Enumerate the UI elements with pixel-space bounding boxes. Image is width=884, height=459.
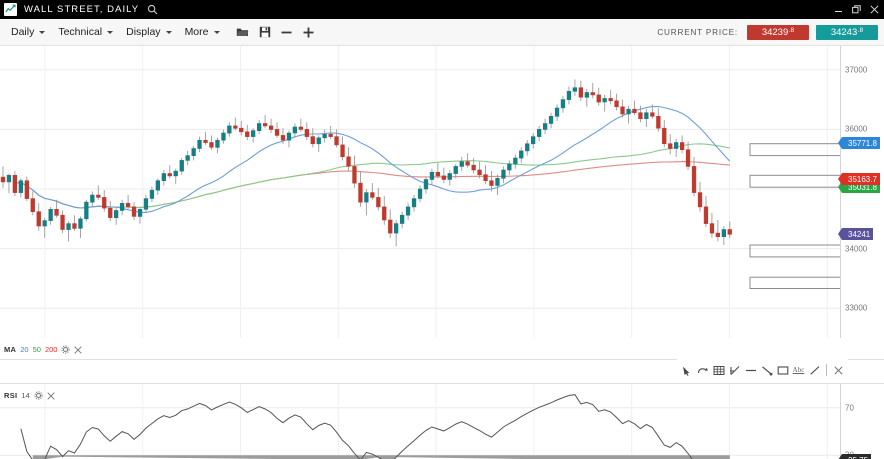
ray-tool[interactable] (807, 361, 822, 379)
rsi-plot[interactable] (0, 384, 840, 459)
rsi-tag-0[interactable]: 25.75 (837, 454, 872, 459)
close-button[interactable] (870, 5, 879, 14)
ma-period-200: 200 (44, 345, 58, 354)
rectangle-tool[interactable] (775, 361, 790, 379)
ask-price-frac: .8 (857, 27, 864, 34)
menu-daily-label: Daily (11, 26, 35, 38)
minimize-button[interactable] (834, 5, 843, 14)
ask-price-chip[interactable]: 34243.8 (816, 25, 878, 40)
zoom-in-icon[interactable] (298, 22, 320, 42)
horizontal-line-tool[interactable] (743, 361, 758, 379)
pane-divider-top (0, 359, 884, 360)
rsi-tick-70: 70 (845, 403, 854, 413)
price-tick-33000: 33000 (845, 303, 868, 313)
current-price-area: CURRENT PRICE: 34239.8 34243.8 (657, 19, 878, 46)
gear-icon[interactable] (61, 345, 71, 354)
angle-tool[interactable] (727, 361, 742, 379)
menu-display-label: Display (126, 26, 161, 38)
bid-price-chip[interactable]: 34239.8 (747, 25, 809, 40)
gear-icon[interactable] (34, 391, 43, 400)
ma-indicator-legend[interactable]: MA 20 50 200 (4, 345, 83, 354)
line-chart-logo-icon (4, 3, 17, 16)
text-tool[interactable]: Abc (792, 366, 805, 374)
search-icon[interactable] (147, 4, 158, 15)
rsi-axis[interactable]: 703025.75 (837, 384, 884, 459)
clear-drawings-button[interactable] (831, 361, 846, 379)
curve-tool[interactable] (695, 361, 710, 379)
chevron-down-icon (39, 31, 46, 34)
rsi-indicator-legend[interactable]: RSI 14 (4, 391, 55, 400)
main-toolbar: Daily Technical Display More (0, 19, 884, 46)
price-tag-0[interactable]: 35771.8 (838, 137, 880, 150)
trend-line-tool[interactable] (759, 361, 774, 379)
page-title: WALL STREET, DAILY (24, 4, 140, 15)
price-pane[interactable]: 370003600035000340003300035771.835031.83… (0, 46, 884, 338)
menu-more-label: More (184, 26, 209, 38)
pane-divider-bottom (0, 383, 884, 384)
menu-more[interactable]: More (179, 23, 227, 41)
bid-price-frac: .8 (788, 27, 795, 34)
price-plot[interactable] (0, 46, 840, 338)
bid-price-value: 34239 (761, 27, 789, 38)
price-tick-37000: 37000 (845, 65, 868, 75)
zoom-out-icon[interactable] (276, 22, 298, 42)
drawing-tools-toolbar[interactable]: Abc (677, 359, 848, 381)
price-tick-34000: 34000 (845, 244, 868, 254)
chevron-down-icon (165, 31, 172, 34)
ma-period-50: 50 (32, 345, 41, 354)
close-icon[interactable] (74, 345, 83, 354)
chevron-down-icon (107, 31, 114, 34)
window-controls (834, 0, 879, 19)
title-bar: WALL STREET, DAILY (0, 0, 884, 19)
current-price-label: CURRENT PRICE: (657, 28, 738, 37)
close-icon[interactable] (47, 391, 55, 400)
ask-price-value: 34243 (830, 27, 858, 38)
save-icon[interactable] (254, 22, 276, 42)
open-folder-icon[interactable] (232, 22, 254, 42)
menu-technical-label: Technical (58, 26, 103, 38)
cursor-tool[interactable] (679, 361, 694, 379)
ma-period-20: 20 (20, 345, 29, 354)
price-tick-36000: 36000 (845, 124, 868, 134)
menu-display[interactable]: Display (120, 23, 178, 41)
rsi-pane[interactable]: 703025.75 (0, 384, 884, 459)
chart-area[interactable]: 370003600035000340003300035771.835031.83… (0, 46, 884, 459)
ma-indicator-name: MA (4, 345, 17, 354)
price-axis[interactable]: 370003600035000340003300035771.835031.83… (837, 46, 884, 338)
chevron-down-icon (213, 31, 220, 34)
price-tag-2[interactable]: 35163.7 (838, 173, 880, 186)
rsi-period-14: 14 (21, 391, 30, 400)
toolbar-divider (826, 364, 827, 376)
menu-daily[interactable]: Daily (5, 23, 52, 41)
fib-grid-tool[interactable] (711, 361, 726, 379)
price-tag-3[interactable]: 34241 (837, 228, 874, 241)
menu-technical[interactable]: Technical (52, 23, 120, 41)
restore-button[interactable] (852, 5, 861, 14)
rsi-indicator-name: RSI (4, 391, 18, 400)
